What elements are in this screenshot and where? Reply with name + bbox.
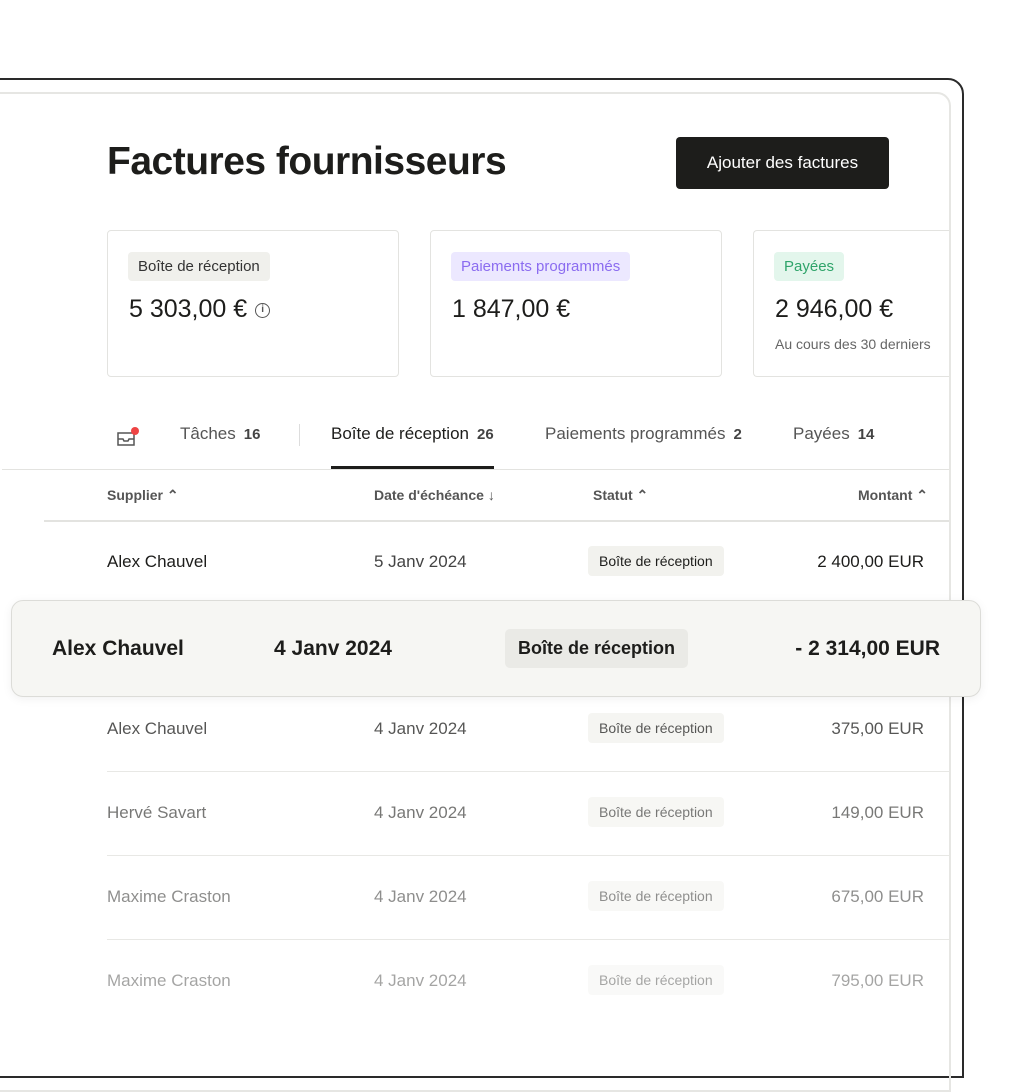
info-icon[interactable]: i (255, 302, 271, 318)
tab-label: Boîte de réception (331, 424, 469, 443)
highlighted-table-row[interactable]: Alex Chauvel 4 Janv 2024 Boîte de récept… (11, 600, 981, 697)
card-amount: 1 847,00 € (452, 295, 571, 323)
app-panel: Factures fournisseurs Ajouter des factur… (0, 92, 951, 1092)
tab-label: Tâches (180, 424, 236, 443)
summary-card-paid[interactable]: Payées 2 946,00 € Au cours des 30 dernie… (753, 230, 949, 377)
date-cell: 4 Janv 2024 (374, 803, 467, 822)
summary-card-inbox[interactable]: Boîte de réception 5 303,00 € i (107, 230, 399, 377)
date-cell: 5 Janv 2024 (374, 552, 467, 571)
amount-cell: 149,00 EUR (831, 803, 924, 822)
tab-taches[interactable]: Tâches 16 (180, 424, 260, 444)
status-badge: Boîte de réception (588, 965, 724, 995)
amount-cell: - 2 314,00 EUR (795, 637, 940, 660)
tab-count: 14 (857, 426, 875, 443)
page-title: Factures fournisseurs (107, 140, 507, 183)
amount-cell: 2 400,00 EUR (817, 552, 924, 571)
card-amount: 2 946,00 € (775, 295, 894, 323)
date-cell: 4 Janv 2024 (374, 719, 467, 738)
add-invoices-button[interactable]: Ajouter des factures (676, 137, 889, 189)
status-badge: Boîte de réception (588, 713, 724, 743)
tab-bar: Tâches 16 Boîte de réception 26 Paiements … (2, 422, 949, 470)
column-header-supplier[interactable]: Supplier ⌃ (107, 487, 179, 503)
row-divider (107, 939, 949, 940)
date-cell: 4 Janv 2024 (374, 971, 467, 990)
tab-payees[interactable]: Payées 14 (793, 424, 874, 444)
table-row[interactable]: Hervé Savart 4 Janv 2024 Boîte de récept… (2, 771, 949, 855)
status-badge: Boîte de réception (588, 546, 724, 576)
tab-divider (299, 424, 300, 446)
row-divider (107, 855, 949, 856)
tab-paiements-programmes[interactable]: Paiements programmés 2 (545, 424, 742, 444)
status-badge: Boîte de réception (588, 797, 724, 827)
tab-count: 16 (243, 426, 261, 443)
card-badge: Boîte de réception (128, 252, 270, 281)
table-row[interactable]: Alex Chauvel 4 Janv 2024 Boîte de récept… (2, 687, 949, 771)
tab-count: 26 (476, 426, 494, 443)
amount-cell: 675,00 EUR (831, 887, 924, 906)
status-badge: Boîte de réception (505, 629, 689, 668)
supplier-cell: Maxime Craston (107, 971, 231, 990)
card-amount: 5 303,00 € i (129, 295, 271, 324)
amount-cell: 375,00 EUR (831, 719, 924, 738)
table-row[interactable]: Maxime Craston 4 Janv 2024 Boîte de réce… (2, 939, 949, 1023)
date-cell: 4 Janv 2024 (374, 887, 467, 906)
tab-label: Payées (793, 424, 850, 443)
table-row[interactable]: Maxime Craston 4 Janv 2024 Boîte de réce… (2, 855, 949, 939)
inbox-notification-icon[interactable] (116, 427, 139, 446)
supplier-cell: Alex Chauvel (107, 719, 208, 738)
date-cell: 4 Janv 2024 (274, 637, 392, 660)
supplier-cell: Hervé Savart (107, 803, 207, 822)
tab-label: Paiements programmés (545, 424, 726, 443)
supplier-cell: Alex Chauvel (52, 637, 184, 660)
card-badge: Payées (774, 252, 845, 281)
column-header-date[interactable]: Date d'échéance ↓ (374, 487, 495, 503)
supplier-cell: Maxime Craston (107, 887, 231, 906)
header-divider (44, 520, 949, 522)
column-header-amount[interactable]: Montant ⌃ (857, 487, 928, 503)
card-subtitle: Au cours des 30 derniers (775, 336, 931, 352)
tab-count: 2 (733, 426, 742, 443)
row-divider (107, 771, 949, 772)
card-badge: Paiements programmés (451, 252, 631, 281)
supplier-cell: Alex Chauvel (107, 552, 208, 571)
status-badge: Boîte de réception (588, 881, 724, 911)
amount-cell: 795,00 EUR (831, 971, 924, 990)
column-header-status[interactable]: Statut ⌃ (593, 487, 649, 503)
tab-boite-de-reception[interactable]: Boîte de réception 26 (331, 424, 494, 469)
table-row[interactable]: Alex Chauvel 5 Janv 2024 Boîte de récept… (2, 520, 949, 604)
amount-value: 5 303,00 € (129, 295, 248, 323)
summary-card-scheduled[interactable]: Paiements programmés 1 847,00 € (430, 230, 722, 377)
